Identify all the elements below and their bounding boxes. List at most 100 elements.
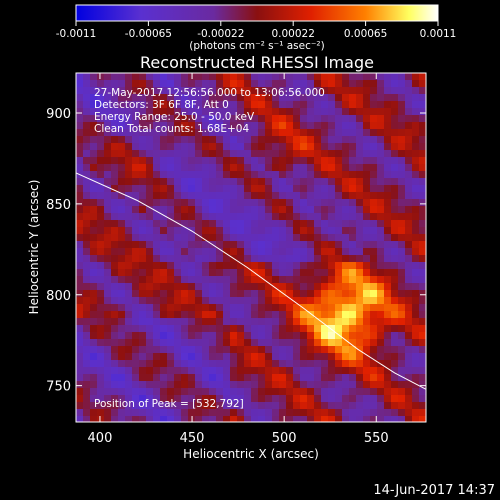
heatmap-cell: [342, 395, 350, 403]
heatmap-cell: [377, 220, 385, 228]
heatmap-cell: [160, 122, 168, 130]
heatmap-cell: [237, 213, 245, 221]
heatmap-cell: [202, 94, 210, 102]
heatmap-cell: [272, 213, 280, 221]
heatmap-cell: [398, 248, 406, 256]
heatmap-cell: [139, 339, 147, 347]
heatmap-cell: [237, 80, 245, 88]
heatmap-cell: [230, 248, 238, 256]
heatmap-cell: [307, 353, 315, 361]
heatmap-cell: [363, 101, 371, 109]
heatmap-cell: [216, 367, 224, 375]
heatmap-cell: [286, 360, 294, 368]
heatmap-cell: [216, 80, 224, 88]
heatmap-cell: [90, 325, 98, 333]
heatmap-cell: [146, 283, 154, 291]
heatmap-cell: [314, 353, 322, 361]
heatmap-cell: [251, 346, 259, 354]
heatmap-cell: [307, 199, 315, 207]
heatmap-cell: [405, 136, 413, 144]
heatmap-cell: [307, 206, 315, 214]
heatmap-cell: [349, 87, 357, 95]
heatmap-cell: [125, 360, 133, 368]
heatmap-cell: [384, 220, 392, 228]
heatmap-cell: [405, 73, 413, 81]
heatmap-cell: [174, 325, 182, 333]
heatmap-cell: [258, 304, 266, 312]
heatmap-cell: [342, 115, 350, 123]
heatmap-cell: [307, 262, 315, 270]
heatmap-cell: [342, 311, 350, 319]
heatmap-cell: [111, 402, 119, 410]
heatmap-cell: [153, 227, 161, 235]
heatmap-cell: [216, 290, 224, 298]
heatmap-cell: [167, 73, 175, 81]
heatmap-cell: [419, 332, 426, 340]
heatmap-cell: [139, 213, 147, 221]
heatmap-cell: [321, 94, 329, 102]
heatmap-cell: [111, 150, 119, 158]
heatmap-cell: [258, 409, 266, 417]
heatmap-cell: [237, 374, 245, 382]
heatmap-cell: [251, 101, 259, 109]
heatmap-cell: [363, 206, 371, 214]
heatmap-cell: [118, 381, 126, 389]
heatmap-cell: [174, 409, 182, 417]
heatmap-cell: [405, 339, 413, 347]
heatmap-cell: [293, 262, 301, 270]
heatmap-cell: [356, 206, 364, 214]
heatmap-cell: [230, 115, 238, 123]
heatmap-cell: [279, 94, 287, 102]
heatmap-cell: [377, 129, 385, 137]
heatmap-cell: [272, 416, 280, 422]
heatmap-cell: [181, 234, 189, 242]
heatmap-cell: [286, 213, 294, 221]
heatmap-cell: [349, 311, 357, 319]
heatmap-cell: [321, 178, 329, 186]
heatmap-cell: [244, 276, 252, 284]
heatmap-cell: [377, 374, 385, 382]
heatmap-cell: [132, 171, 140, 179]
heatmap-cell: [391, 213, 399, 221]
heatmap-cell: [293, 206, 301, 214]
heatmap-cell: [118, 129, 126, 137]
heatmap-cell: [181, 346, 189, 354]
heatmap-cell: [90, 234, 98, 242]
heatmap-cell: [265, 87, 273, 95]
heatmap-cell: [398, 241, 406, 249]
heatmap-cell: [90, 402, 98, 410]
heatmap-cell: [279, 171, 287, 179]
heatmap-cell: [363, 297, 371, 305]
heatmap-cell: [412, 178, 420, 186]
heatmap-cell: [223, 122, 231, 130]
heatmap-cell: [230, 262, 238, 270]
heatmap-cell: [307, 143, 315, 151]
heatmap-cell: [230, 318, 238, 326]
heatmap-cell: [125, 150, 133, 158]
heatmap-cell: [342, 80, 350, 88]
heatmap-cell: [167, 101, 175, 109]
heatmap-cell: [97, 185, 105, 193]
heatmap-cell: [251, 143, 259, 151]
heatmap-cell: [132, 395, 140, 403]
heatmap-cell: [384, 332, 392, 340]
heatmap-cell: [111, 157, 119, 165]
heatmap-cell: [132, 73, 140, 81]
heatmap-cell: [384, 283, 392, 291]
heatmap-cell: [97, 311, 105, 319]
heatmap-cell: [293, 290, 301, 298]
heatmap-cell: [209, 248, 217, 256]
heatmap-cell: [174, 241, 182, 249]
heatmap-cell: [181, 416, 189, 422]
heatmap-cell: [97, 234, 105, 242]
heatmap-cell: [174, 388, 182, 396]
heatmap-cell: [188, 325, 196, 333]
heatmap-cell: [153, 402, 161, 410]
heatmap-cell: [160, 346, 168, 354]
heatmap-cell: [419, 241, 426, 249]
heatmap-cell: [272, 255, 280, 263]
heatmap-cell: [209, 332, 217, 340]
heatmap-cell: [188, 409, 196, 417]
heatmap-cell: [412, 234, 420, 242]
heatmap-cell: [167, 143, 175, 151]
